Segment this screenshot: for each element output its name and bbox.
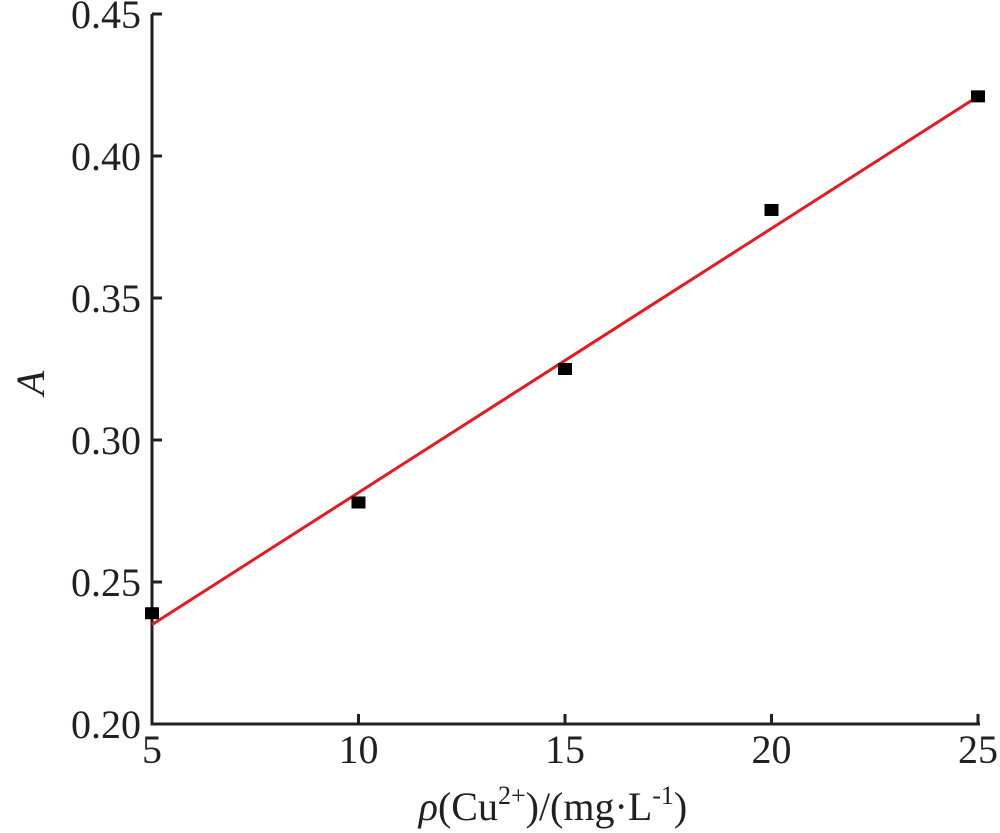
x-tick-label: 15	[545, 727, 585, 772]
fit-line-group	[151, 95, 979, 626]
x-tick-label: 20	[752, 727, 792, 772]
x-tick-label: 10	[339, 727, 379, 772]
fit-line	[151, 95, 979, 626]
x-axis-title-close: )	[674, 784, 687, 829]
y-tick-label: 0.30	[71, 418, 141, 463]
data-point	[145, 607, 159, 620]
x-axis-title-exponent: -1	[652, 781, 674, 810]
y-axis-title: A	[8, 370, 53, 398]
x-tick-label: 25	[958, 727, 998, 772]
x-axis-title-open: (Cu	[438, 784, 498, 829]
data-points	[145, 90, 985, 620]
data-point	[764, 203, 779, 216]
data-point	[971, 90, 985, 103]
x-tick-label: 5	[142, 727, 162, 772]
x-axis-title-charge: 2+	[498, 781, 526, 810]
tick-labels: 0.20 0.25 0.30 0.35 0.40 0.45 5 10 15 20 25	[71, 0, 998, 772]
data-point	[558, 363, 572, 375]
y-tick-label: 0.35	[71, 276, 141, 321]
y-tick-label: 0.40	[71, 134, 141, 179]
y-tick-label: 0.25	[71, 560, 141, 605]
y-tick-label: 0.20	[71, 702, 141, 747]
axes	[150, 12, 980, 726]
x-axis-title: ρ(Cu2+)/(mg·L-1)	[417, 781, 688, 829]
y-tick-label: 0.45	[71, 0, 141, 37]
x-axis-title-middle: )/(mg·L	[526, 784, 653, 829]
x-axis-title-rho: ρ	[417, 784, 438, 829]
data-point	[351, 496, 366, 509]
